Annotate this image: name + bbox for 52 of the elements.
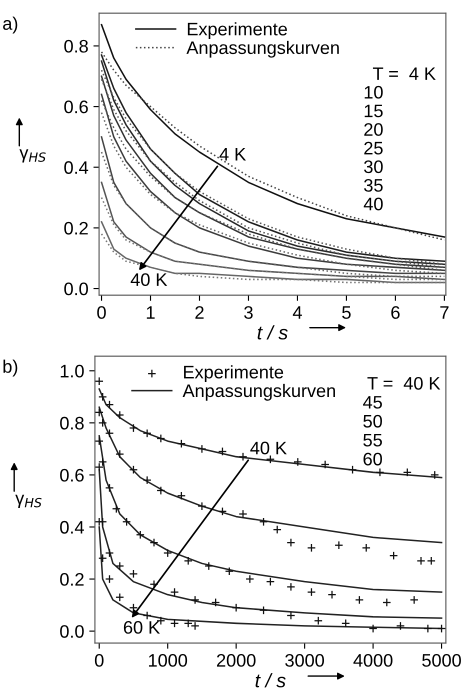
y-tick-label: 0.8 [60,416,84,430]
x-tick-label: 5000 [422,654,461,667]
y-tick-label: 0.2 [60,572,84,586]
annotation: 30 [364,160,383,174]
legend-label: Experimente [188,22,287,40]
annotation: 45 [363,396,382,409]
x-tick-label: 0 [94,654,104,667]
annotation: 60 K [124,621,160,634]
y-tick-label: 0.8 [64,40,88,53]
annotation: T = 40 K [367,376,440,390]
x-tick-label: 6 [391,306,400,319]
x-axis-title: t / s [256,673,286,688]
x-axis-title: t / s [258,325,288,340]
annotation: 40 K [250,442,287,454]
y-axis-title: γ$_{HS}$ [19,149,46,163]
x-tick-label: 3000 [285,654,324,667]
y-tick-label: 0.0 [60,625,84,638]
annotation: 40 K [130,273,168,286]
x-tick-label: 1 [146,306,155,319]
y-tick-label: 0.4 [60,520,84,534]
y-tick-label: 0.4 [64,161,88,174]
annotation: 35 [364,178,383,192]
y-tick-label: 0.6 [60,468,84,482]
annotation: 50 [363,414,382,428]
x-tick-label: 4 [292,306,302,319]
annotation: 4 K [220,148,246,160]
y-axis-title: γ$_{HS}$ [15,494,42,508]
legend-label: Anpassungskurven [186,40,339,58]
x-tick-label: 5 [342,306,351,319]
x-tick-label: 2 [195,306,204,319]
x-tick-label: 0 [97,306,106,319]
annotation: 20 [364,123,383,136]
annotation: 25 [364,142,383,155]
annotation: 55 [363,434,382,447]
legend-label: Experimente [184,365,284,382]
y-tick-label: 0.0 [64,282,88,296]
annotation: T = 4 K [372,67,436,80]
annotation: 10 [364,86,383,99]
text: b) [3,360,18,376]
y-tick-label: 0.6 [64,100,88,114]
x-tick-label: 2000 [216,654,256,667]
y-tick-label: 0.2 [64,222,88,235]
annotation: 40 [364,198,383,210]
x-tick-label: 1000 [148,654,188,667]
annotation: 15 [364,104,383,118]
annotation: 60 [364,452,382,466]
x-tick-label: 7 [440,306,449,319]
x-tick-label: 4000 [353,654,392,667]
x-tick-label: 3 [244,306,253,319]
y-tick-label: 1.0 [60,364,84,378]
text: a) [3,16,18,34]
legend-label: Anpassungskurven [182,384,335,401]
